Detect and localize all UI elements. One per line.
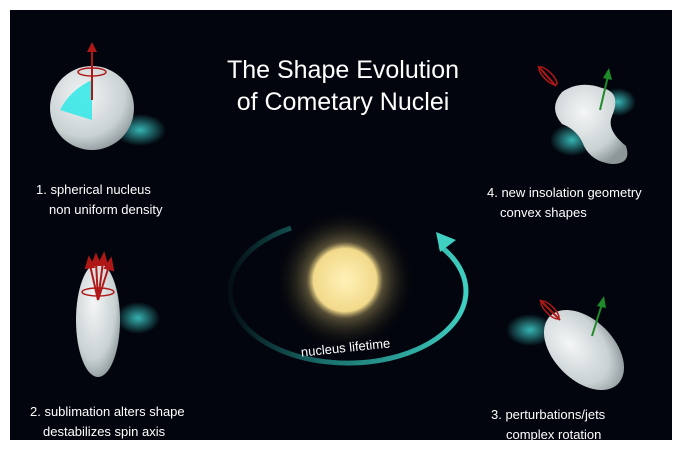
caption: non uniform density	[49, 202, 163, 217]
caption: 3. perturbations/jets	[491, 407, 606, 422]
caption: 1. spherical nucleus	[36, 182, 151, 197]
title-line: The Shape Evolution	[227, 56, 459, 84]
caption: convex shapes	[500, 205, 587, 220]
caption: 4. new insolation geometry	[487, 185, 642, 200]
title-line: of Cometary Nuclei	[237, 88, 450, 116]
caption: 2. sublimation alters shape	[30, 404, 185, 419]
jet	[116, 302, 160, 334]
diagram: The Shape Evolution of Cometary Nuclei n…	[0, 0, 680, 450]
caption: destabilizes spin axis	[43, 424, 166, 439]
nucleus	[76, 263, 120, 377]
sun	[275, 210, 415, 350]
caption: complex rotation	[506, 427, 601, 442]
